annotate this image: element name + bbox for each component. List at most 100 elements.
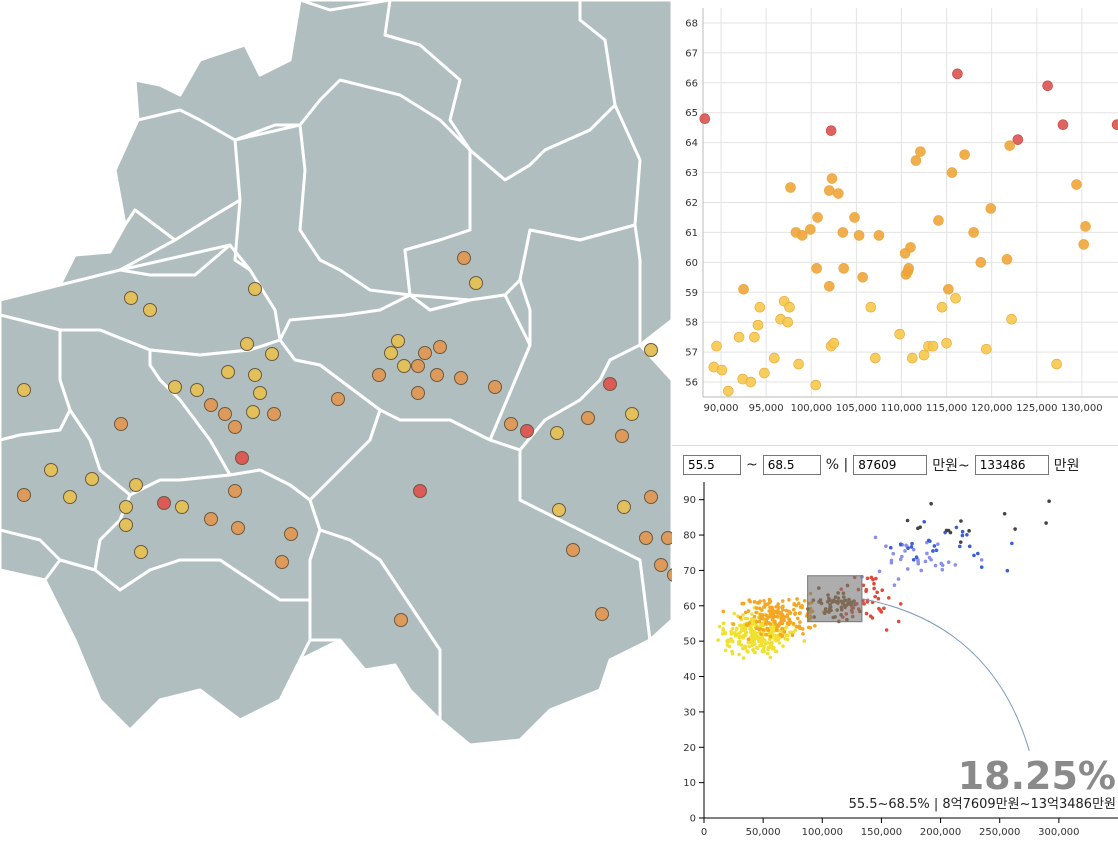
top-point-yellow[interactable] (759, 367, 770, 379)
top-point-orange[interactable] (873, 230, 885, 241)
top-point-yellow[interactable] (733, 331, 745, 343)
top-point-yellow[interactable] (907, 352, 918, 364)
top-point-orange[interactable] (833, 188, 844, 199)
map-point-yellow[interactable] (221, 365, 235, 379)
map-point-yellow[interactable] (85, 472, 99, 486)
map-point-orange[interactable] (394, 613, 408, 627)
top-point-orange[interactable] (1001, 254, 1013, 265)
map-point-orange[interactable] (17, 488, 31, 502)
top-point-yellow[interactable] (722, 385, 734, 397)
top-point-orange[interactable] (812, 212, 823, 223)
map-point-orange[interactable] (114, 417, 128, 431)
map-point-yellow[interactable] (248, 282, 262, 296)
top-point-orange[interactable] (1078, 239, 1090, 250)
map-point-orange[interactable] (454, 371, 468, 385)
top-point-orange[interactable] (943, 283, 954, 295)
top-point-orange[interactable] (826, 173, 838, 184)
map-point-orange[interactable] (615, 429, 629, 443)
top-point-orange[interactable] (933, 215, 944, 226)
map-point-orange[interactable] (228, 484, 242, 498)
top-point-orange[interactable] (837, 227, 849, 238)
map-point-orange[interactable] (275, 555, 289, 569)
top-point-orange[interactable] (985, 203, 997, 214)
map-point-orange[interactable] (488, 380, 502, 394)
map-point-red[interactable] (520, 424, 534, 438)
top-point-red[interactable] (952, 68, 963, 80)
bottom-scatter-chart[interactable]: 0 10 20 30 40 50 60 70 80 90 0 50,000 100,000 150,000… (672, 446, 1118, 841)
top-point-yellow[interactable] (754, 301, 766, 313)
map-point-orange[interactable] (639, 531, 653, 545)
top-point-yellow[interactable] (711, 340, 722, 352)
top-point-orange[interactable] (910, 155, 922, 166)
map-point-yellow[interactable] (119, 518, 133, 532)
map-point-yellow[interactable] (552, 503, 566, 517)
top-point-yellow[interactable] (950, 292, 961, 304)
map-point-orange[interactable] (284, 527, 298, 541)
map-point-yellow[interactable] (134, 545, 148, 559)
map-point-orange[interactable] (411, 359, 425, 373)
map-point-orange[interactable] (418, 346, 432, 360)
top-point-yellow[interactable] (749, 331, 760, 343)
map-point-yellow[interactable] (119, 500, 133, 514)
map-point-yellow[interactable] (391, 334, 405, 348)
map-point-orange[interactable] (372, 368, 386, 382)
map-point-yellow[interactable] (63, 490, 77, 504)
top-point-orange[interactable] (805, 224, 816, 235)
map-svg[interactable] (0, 0, 681, 841)
map-point-orange[interactable] (654, 558, 668, 572)
top-point-orange[interactable] (824, 185, 835, 196)
top-point-orange[interactable] (796, 230, 808, 241)
top-point-yellow[interactable] (1006, 313, 1017, 325)
selection-box[interactable] (807, 575, 863, 623)
map-point-yellow[interactable] (143, 303, 157, 317)
top-point-orange[interactable] (1080, 221, 1091, 232)
top-point-orange[interactable] (975, 257, 987, 268)
map-point-orange[interactable] (581, 411, 595, 425)
map-point-orange[interactable] (504, 417, 518, 431)
map-point-red[interactable] (235, 451, 249, 465)
map-point-yellow[interactable] (248, 368, 262, 382)
top-point-yellow[interactable] (865, 301, 877, 313)
map-point-red[interactable] (603, 377, 617, 391)
top-point-orange[interactable] (738, 283, 749, 295)
top-point-yellow[interactable] (782, 316, 794, 328)
top-point-orange[interactable] (824, 280, 835, 292)
map-point-red[interactable] (157, 496, 171, 510)
map-point-yellow[interactable] (124, 291, 138, 305)
map-point-orange[interactable] (644, 490, 658, 504)
top-point-orange[interactable] (849, 212, 860, 223)
map-point-orange[interactable] (218, 407, 232, 421)
top-point-orange[interactable] (1004, 140, 1016, 151)
top-point-red[interactable] (1111, 119, 1118, 130)
rate-min-input[interactable] (683, 455, 741, 475)
map-point-yellow[interactable] (190, 383, 204, 397)
map-point-yellow[interactable] (246, 405, 260, 419)
top-point-yellow[interactable] (810, 379, 822, 391)
top-point-yellow[interactable] (870, 352, 881, 364)
top-point-orange[interactable] (857, 272, 868, 283)
map-point-yellow[interactable] (17, 383, 31, 397)
top-point-yellow[interactable] (918, 349, 930, 361)
top-point-orange[interactable] (1071, 179, 1082, 190)
top-point-red[interactable] (1042, 80, 1053, 92)
top-point-yellow[interactable] (894, 328, 905, 340)
top-point-orange[interactable] (905, 242, 916, 253)
map-point-yellow[interactable] (617, 500, 631, 514)
price-min-input[interactable] (853, 455, 928, 475)
top-point-orange[interactable] (903, 263, 914, 274)
map-point-orange[interactable] (595, 607, 609, 621)
top-point-orange[interactable] (838, 263, 850, 274)
top-point-yellow[interactable] (793, 358, 804, 370)
map-point-yellow[interactable] (44, 463, 58, 477)
map-point-yellow[interactable] (175, 500, 189, 514)
top-point-yellow[interactable] (752, 319, 764, 331)
map-point-yellow[interactable] (625, 407, 639, 421)
map-point-yellow[interactable] (240, 337, 254, 351)
map-point-yellow[interactable] (265, 347, 279, 361)
map-point-yellow[interactable] (397, 359, 411, 373)
top-point-yellow[interactable] (745, 376, 757, 388)
map-point-orange[interactable] (457, 251, 471, 265)
map-point-yellow[interactable] (469, 276, 483, 290)
map-point-orange[interactable] (566, 543, 580, 557)
map-point-yellow[interactable] (644, 343, 658, 357)
